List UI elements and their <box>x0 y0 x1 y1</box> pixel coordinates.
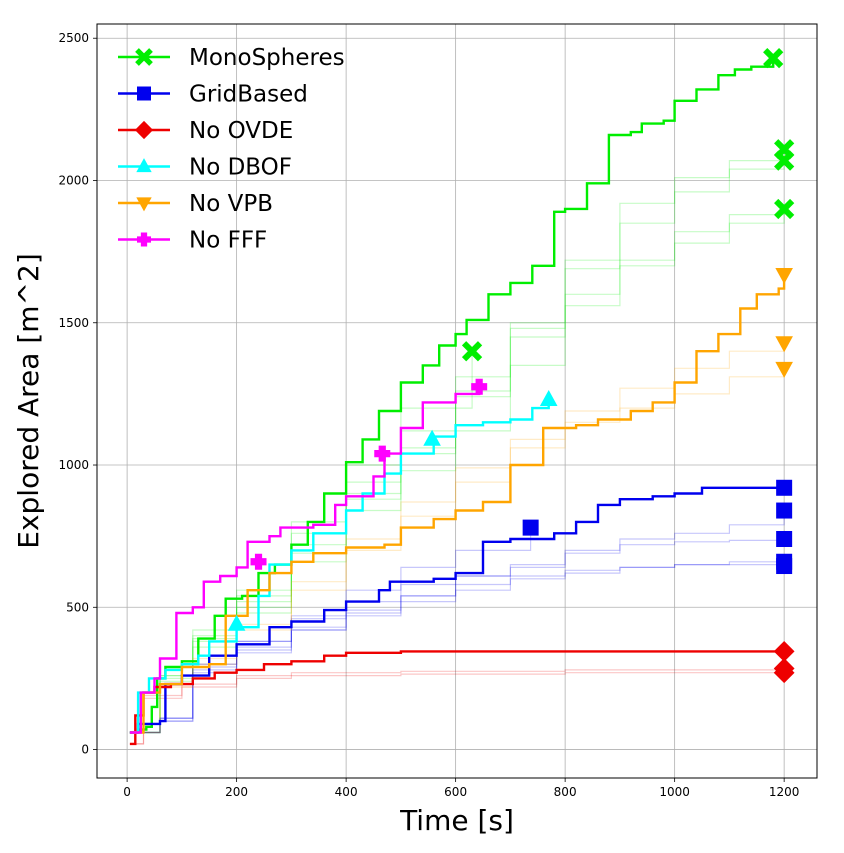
series-0-end-marker-0 <box>763 48 784 69</box>
legend-label: GridBased <box>189 82 308 108</box>
y-tick-label: 500 <box>66 600 89 614</box>
y-axis-label: Explored Area [m^2] <box>12 253 45 548</box>
y-tick-label: 2000 <box>58 173 89 187</box>
legend-marker <box>136 158 152 173</box>
legend-label: No OVDE <box>189 118 293 144</box>
series-1-end-marker-1 <box>776 502 793 519</box>
series-1-faint-run-4 <box>129 527 532 734</box>
x-tick-label: 400 <box>335 785 358 799</box>
x-axis-ticks: 0 200 400 600 800 1000 1200 <box>123 778 799 799</box>
legend-marker <box>137 86 151 101</box>
series-2-faint-run-1 <box>129 672 785 745</box>
x-tick-label: 800 <box>554 785 577 799</box>
series-1-end-marker-5 <box>522 519 539 536</box>
legend-entry-0: MonoSpheres <box>118 45 345 71</box>
x-tick-label: 1000 <box>659 785 690 799</box>
series-0-end-marker-3 <box>774 198 795 220</box>
series-3-end-marker-2 <box>539 389 558 406</box>
y-tick-label: 1500 <box>58 316 89 330</box>
legend-label: MonoSpheres <box>189 45 345 71</box>
highlight-run-lines <box>129 58 786 746</box>
series-1-faint-run-3 <box>129 539 785 734</box>
series-3-end-marker-1 <box>423 429 441 446</box>
series-2-end-marker-0 <box>773 640 795 662</box>
y-tick-label: 1000 <box>58 458 89 472</box>
legend-entry-5: No FFF <box>118 228 267 254</box>
series-1-faint-run-0 <box>129 510 785 734</box>
legend-entry-4: No VPB <box>118 191 273 217</box>
legend-marker <box>135 48 153 66</box>
x-tick-label: 1200 <box>769 785 800 799</box>
x-tick-label: 600 <box>444 785 467 799</box>
series-1-end-marker-2 <box>776 530 793 547</box>
series-4-faint-run-1 <box>129 342 785 734</box>
series-1-end-marker-0 <box>776 479 793 496</box>
legend-entry-1: GridBased <box>118 82 308 108</box>
y-axis-ticks: 0 500 1000 1500 2000 2500 <box>58 31 97 757</box>
series-2-faint-run-0 <box>129 668 785 745</box>
series-0-end-marker-4 <box>461 341 483 362</box>
series-2-end-marker-2 <box>773 662 795 684</box>
x-tick-label: 200 <box>225 785 248 799</box>
legend-entry-3: No DBOF <box>118 155 292 181</box>
y-tick-label: 2500 <box>58 31 89 45</box>
y-tick-label: 0 <box>81 743 89 757</box>
series-5-end-marker-2 <box>471 378 488 395</box>
series-1-line <box>129 486 785 734</box>
series-1-faint-run-1 <box>129 564 785 734</box>
series-4-end-marker-2 <box>775 361 793 378</box>
series-5-line <box>129 386 481 734</box>
legend-marker <box>136 197 152 212</box>
legend-label: No VPB <box>189 191 273 217</box>
x-axis-label: Time [s] <box>399 804 514 837</box>
legend: MonoSpheres GridBased No OVDE No DBOF No VPB… <box>118 45 345 254</box>
legend-entry-2: No OVDE <box>118 118 293 144</box>
series-0-faint-run-3 <box>129 211 785 734</box>
legend-marker <box>137 232 151 247</box>
series-4-line <box>129 274 786 734</box>
series-4-end-marker-1 <box>775 336 793 353</box>
faint-run-lines <box>129 149 785 745</box>
legend-label: No DBOF <box>189 155 292 181</box>
series-3-end-marker-0 <box>227 614 246 631</box>
series-1-end-marker-4 <box>776 558 793 575</box>
series-4-end-marker-0 <box>775 267 793 284</box>
series-2-line <box>129 650 785 746</box>
series-0-end-marker-2 <box>774 150 795 171</box>
legend-label: No FFF <box>189 228 267 254</box>
x-tick-label: 0 <box>123 785 131 799</box>
plot-frame <box>96 23 818 779</box>
legend-marker <box>134 120 154 140</box>
series-5-end-marker-1 <box>374 445 391 462</box>
series-5-end-marker-0 <box>250 553 267 570</box>
end-markers <box>227 48 795 684</box>
series-0-faint-run-0 <box>129 208 785 734</box>
